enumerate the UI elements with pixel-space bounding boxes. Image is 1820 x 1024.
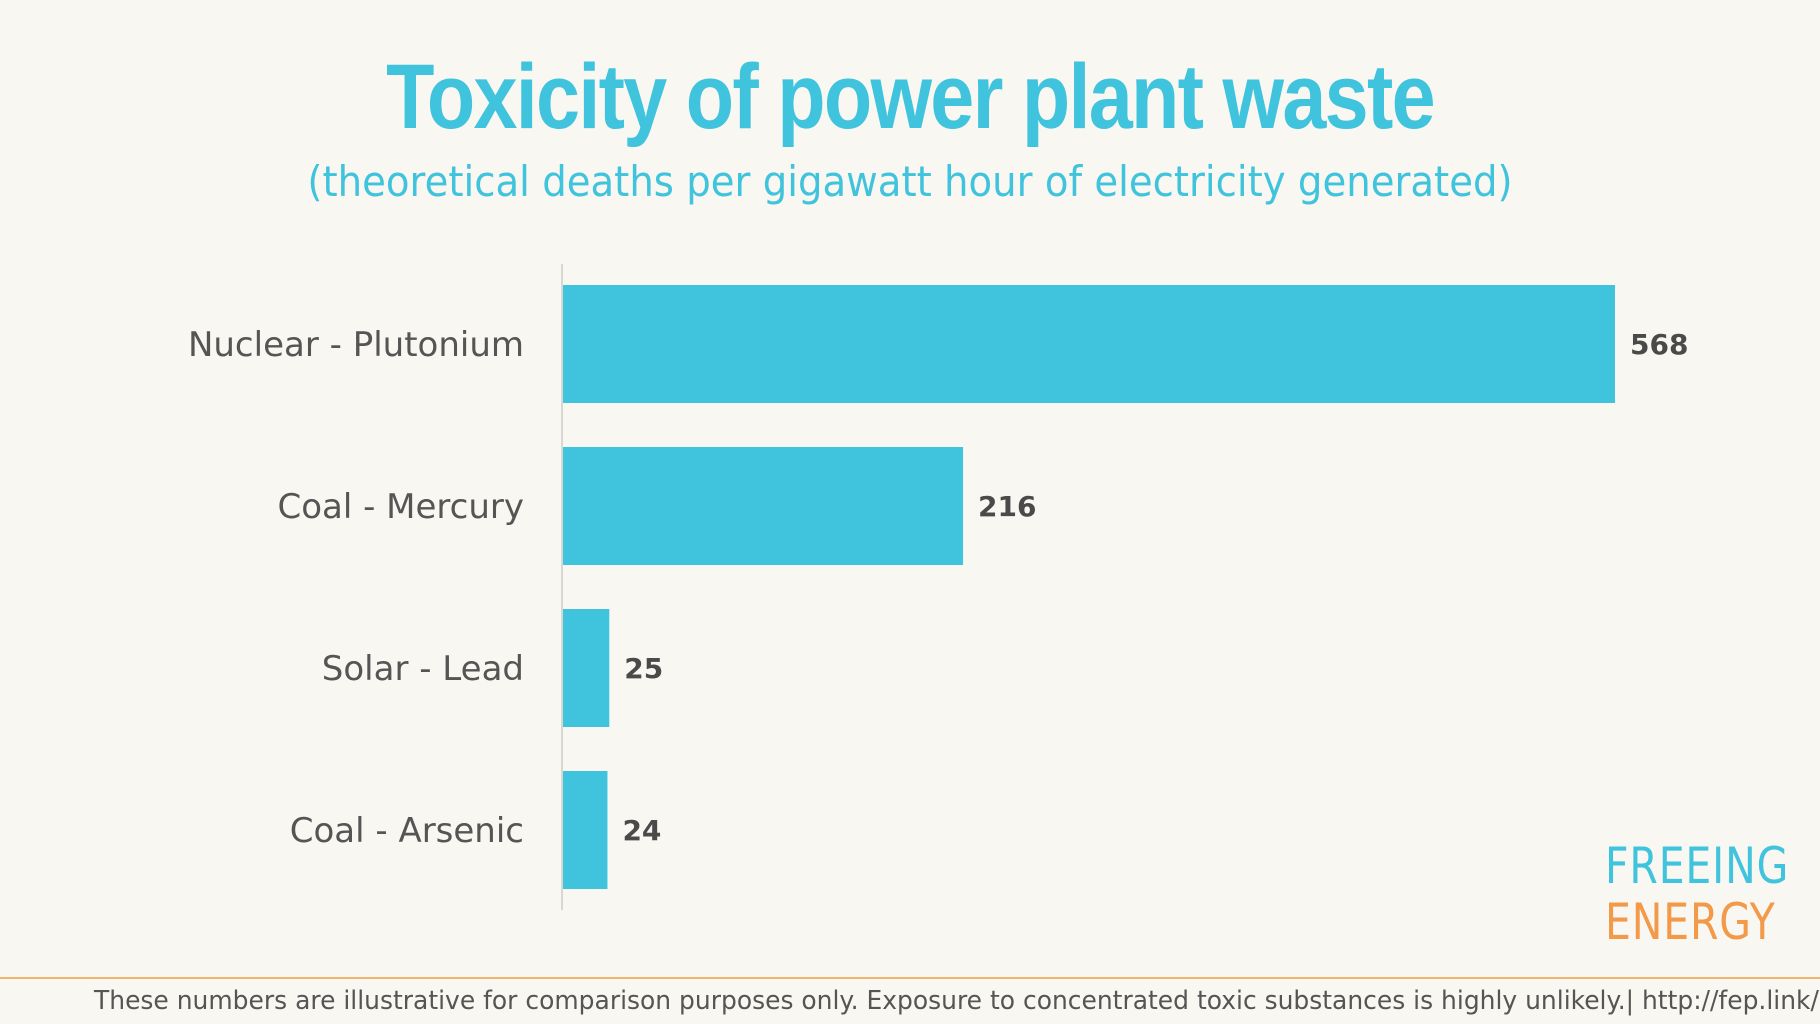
data-label: 216 xyxy=(978,490,1036,523)
footnote: These numbers are illustrative for compa… xyxy=(94,986,1820,1016)
data-label: 25 xyxy=(624,652,663,685)
category-label: Solar - Lead xyxy=(322,649,524,689)
logo-line-1: FREEING xyxy=(1605,837,1790,895)
freeing-energy-logo: FREEING ENERGY xyxy=(1605,837,1790,951)
category-label: Coal - Mercury xyxy=(277,487,524,527)
chart-subtitle: (theoretical deaths per gigawatt hour of… xyxy=(307,157,1513,206)
data-label: 24 xyxy=(622,814,661,847)
bar xyxy=(563,447,964,565)
bar xyxy=(563,285,1615,403)
logo-line-2: ENERGY xyxy=(1605,893,1776,951)
bar xyxy=(563,609,610,727)
chart-title: Toxicity of power plant waste xyxy=(386,46,1435,148)
bar xyxy=(563,771,608,889)
footer-divider xyxy=(0,977,1820,979)
category-label: Nuclear - Plutonium xyxy=(188,325,524,365)
data-label: 568 xyxy=(1630,328,1688,361)
category-label: Coal - Arsenic xyxy=(290,811,524,851)
